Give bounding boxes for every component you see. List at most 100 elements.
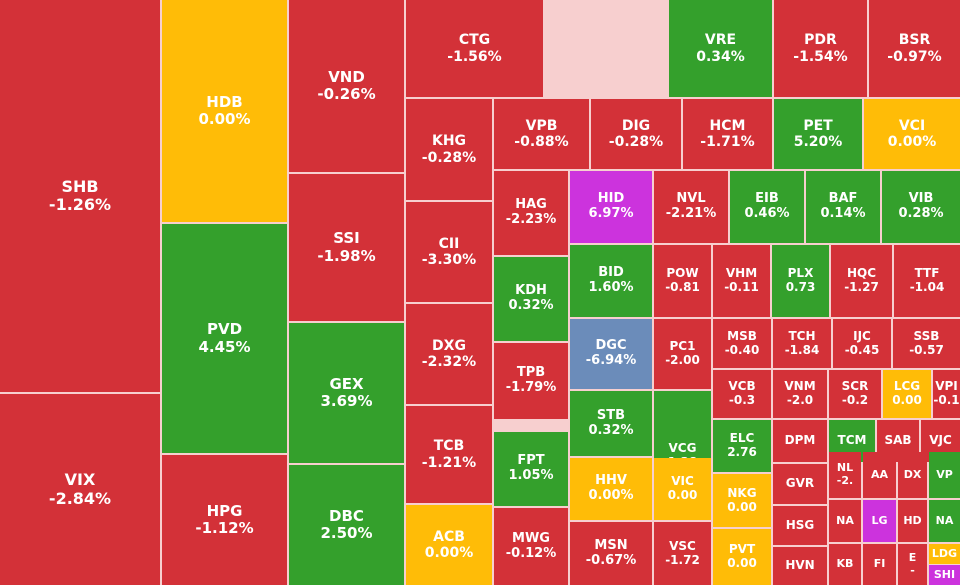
tile-symbol: VCB [728,379,756,394]
treemap-tile-pow[interactable]: POW -0.81 [654,245,711,317]
treemap-tile-dbc[interactable]: DBC 2.50% [289,465,404,585]
tile-symbol: POW [666,266,699,281]
treemap-tile-vre[interactable]: VRE 0.34% [669,0,772,97]
treemap-tile-plx[interactable]: PLX 0.73 [772,245,829,317]
treemap-tile-vp[interactable]: VP [929,452,960,498]
treemap-tile-ldg[interactable]: LDG [929,544,960,564]
treemap-tile-hsg[interactable]: HSG [773,506,827,545]
treemap-tile-hhv[interactable]: HHV 0.00% [570,458,652,520]
tile-symbol: HSG [785,517,815,532]
tile-symbol: MSN [594,537,628,553]
treemap-tile-cii[interactable]: CII -3.30% [406,202,492,302]
treemap-tile-hag[interactable]: HAG -2.23% [494,171,568,255]
treemap-tile-nvl[interactable]: NVL -2.21% [654,171,728,243]
treemap-tile-vcb[interactable]: VCB -0.3 [713,370,771,418]
tile-symbol: VIC [671,474,694,489]
treemap-tile-hvn[interactable]: HVN [773,547,827,585]
tile-change: 1.60% [588,280,634,295]
treemap-tile-vib[interactable]: VIB 0.28% [882,171,960,243]
treemap-tile-hd[interactable]: HD [898,500,927,542]
tile-symbol: FPT [517,453,545,469]
treemap-tile-pdr[interactable]: PDR -1.54% [774,0,867,97]
treemap-tile-dpm[interactable]: DPM [773,420,827,462]
treemap-tile-vsc[interactable]: VSC -1.72 [654,522,711,585]
treemap-tile-shi[interactable]: SHI [929,565,960,585]
treemap-tile-vpb[interactable]: VPB -0.88% [494,99,589,169]
treemap-tile-hpg[interactable]: HPG -1.12% [162,455,287,585]
treemap-tile-gex[interactable]: GEX 3.69% [289,323,404,463]
treemap-tile-aa[interactable]: AA [863,452,896,498]
tile-change: 0.28% [898,206,944,221]
tile-symbol: PVD [206,320,243,339]
tile-change: -0.97% [887,48,942,65]
treemap-tile-dig[interactable]: DIG -0.28% [591,99,681,169]
tile-symbol: PC1 [669,339,696,354]
treemap-tile-vic[interactable]: VIC 0.00 [654,458,711,520]
treemap-tile-ssb[interactable]: SSB -0.57 [893,319,960,368]
treemap-tile-gvr[interactable]: GVR [773,464,827,504]
treemap-tile-mwg[interactable]: MWG -0.12% [494,508,568,585]
treemap-tile-vix[interactable]: VIX -2.84% [0,394,160,585]
treemap-tile-pc1[interactable]: PC1 -2.00 [654,319,711,389]
treemap-tile-dxg[interactable]: DXG -2.32% [406,304,492,404]
tile-symbol: DPM [784,433,816,448]
tile-change: -1.79% [505,380,557,395]
tile-change: -6.94% [585,353,637,368]
treemap-tile-dgc[interactable]: DGC -6.94% [570,319,652,389]
treemap-tile-fi[interactable]: FI [863,544,896,585]
treemap-tile-msb[interactable]: MSB -0.40 [713,319,771,368]
treemap-tile-fpt[interactable]: FPT 1.05% [494,432,568,506]
treemap-tile-pet[interactable]: PET 5.20% [774,99,862,169]
treemap-tile-pvd[interactable]: PVD 4.45% [162,224,287,453]
treemap-tile-tpb[interactable]: TPB -1.79% [494,343,568,419]
tile-symbol: TPB [516,365,546,381]
treemap-tile-lcg[interactable]: LCG 0.00 [883,370,931,418]
treemap-tile-hdb[interactable]: HDB 0.00% [162,0,287,222]
tile-symbol: LG [871,513,888,527]
treemap-tile-kdh[interactable]: KDH 0.32% [494,257,568,341]
treemap-tile-na[interactable]: NA [829,500,861,542]
treemap-tile-dx[interactable]: DX [898,452,927,498]
tile-change: 0.00% [424,545,474,561]
treemap-tile-hid[interactable]: HID 6.97% [570,171,652,243]
treemap-tile-vci[interactable]: VCI 0.00% [864,99,960,169]
treemap-tile-eib[interactable]: EIB 0.46% [730,171,804,243]
tile-change: -0.1 [933,393,960,407]
tile-symbol: E [908,550,917,564]
treemap-tile-nkg[interactable]: NKG 0.00 [713,474,771,527]
treemap-tile-scr[interactable]: SCR -0.2 [829,370,881,418]
treemap-tile-tcb[interactable]: TCB -1.21% [406,406,492,503]
tile-symbol: KHG [431,133,467,150]
tile-symbol: VNM [784,379,816,394]
treemap-tile-shb[interactable]: SHB -1.26% [0,0,160,392]
treemap-tile-vpi[interactable]: VPI -0.1 [933,370,960,418]
treemap-tile-acb[interactable]: ACB 0.00% [406,505,492,585]
treemap-tile-vnd[interactable]: VND -0.26% [289,0,404,172]
treemap-tile-ijc[interactable]: IJC -0.45 [833,319,891,368]
tile-change: -1.54% [793,48,848,65]
treemap-tile-bid[interactable]: BID 1.60% [570,245,652,317]
treemap-tile-hcm[interactable]: HCM -1.71% [683,99,772,169]
treemap-tile-msn[interactable]: MSN -0.67% [570,522,652,585]
tile-change: 6.97% [588,206,634,221]
treemap-tile-hqc[interactable]: HQC -1.27 [831,245,892,317]
treemap-tile-e[interactable]: E- [898,544,927,585]
treemap-tile-ssi[interactable]: SSI -1.98% [289,174,404,321]
treemap-tile-stb[interactable]: STB 0.32% [570,391,652,456]
treemap-tile-kb[interactable]: KB [829,544,861,585]
treemap-tile-pvt[interactable]: PVT 0.00 [713,529,771,585]
tile-symbol: BAF [828,191,858,207]
treemap-tile-tch[interactable]: TCH -1.84 [773,319,831,368]
treemap-tile-elc[interactable]: ELC 2.76 [713,420,771,472]
treemap-tile-na[interactable]: NA [929,500,960,542]
treemap-tile-vnm[interactable]: VNM -2.0 [773,370,827,418]
treemap-tile-ctg[interactable]: CTG -1.56% [406,0,543,97]
treemap-tile-ttf[interactable]: TTF -1.04 [894,245,960,317]
treemap-tile-nl[interactable]: NL -2. [829,452,861,498]
treemap-tile-vhm[interactable]: VHM -0.11 [713,245,770,317]
treemap-tile-baf[interactable]: BAF 0.14% [806,171,880,243]
treemap-tile-lg[interactable]: LG [863,500,896,542]
treemap-tile-khg[interactable]: KHG -0.28% [406,99,492,200]
tile-symbol: GEX [329,374,364,393]
treemap-tile-bsr[interactable]: BSR -0.97% [869,0,960,97]
